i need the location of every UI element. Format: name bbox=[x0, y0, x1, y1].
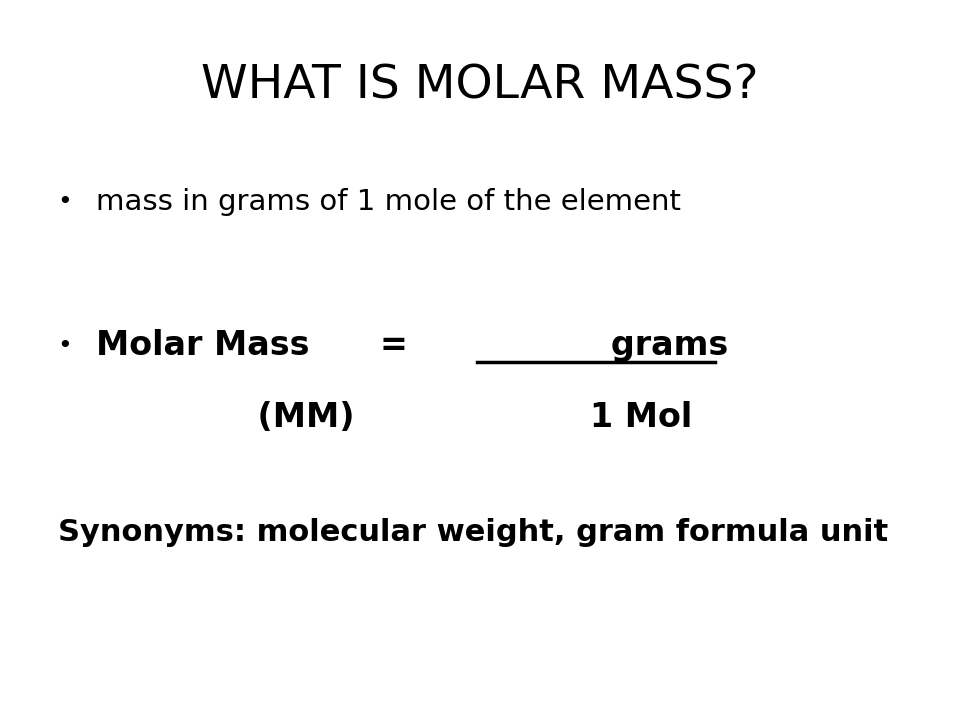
Text: WHAT IS MOLAR MASS?: WHAT IS MOLAR MASS? bbox=[202, 64, 758, 109]
Text: •: • bbox=[58, 333, 72, 358]
Text: grams: grams bbox=[576, 329, 729, 362]
Text: 1 Mol: 1 Mol bbox=[590, 401, 693, 434]
Text: =: = bbox=[379, 329, 408, 362]
Text: mass in grams of 1 mole of the element: mass in grams of 1 mole of the element bbox=[96, 188, 681, 215]
Text: (MM): (MM) bbox=[211, 401, 354, 434]
Text: Synonyms: molecular weight, gram formula unit: Synonyms: molecular weight, gram formula… bbox=[58, 518, 888, 547]
Text: •: • bbox=[58, 189, 72, 214]
Text: Molar Mass: Molar Mass bbox=[96, 329, 309, 362]
